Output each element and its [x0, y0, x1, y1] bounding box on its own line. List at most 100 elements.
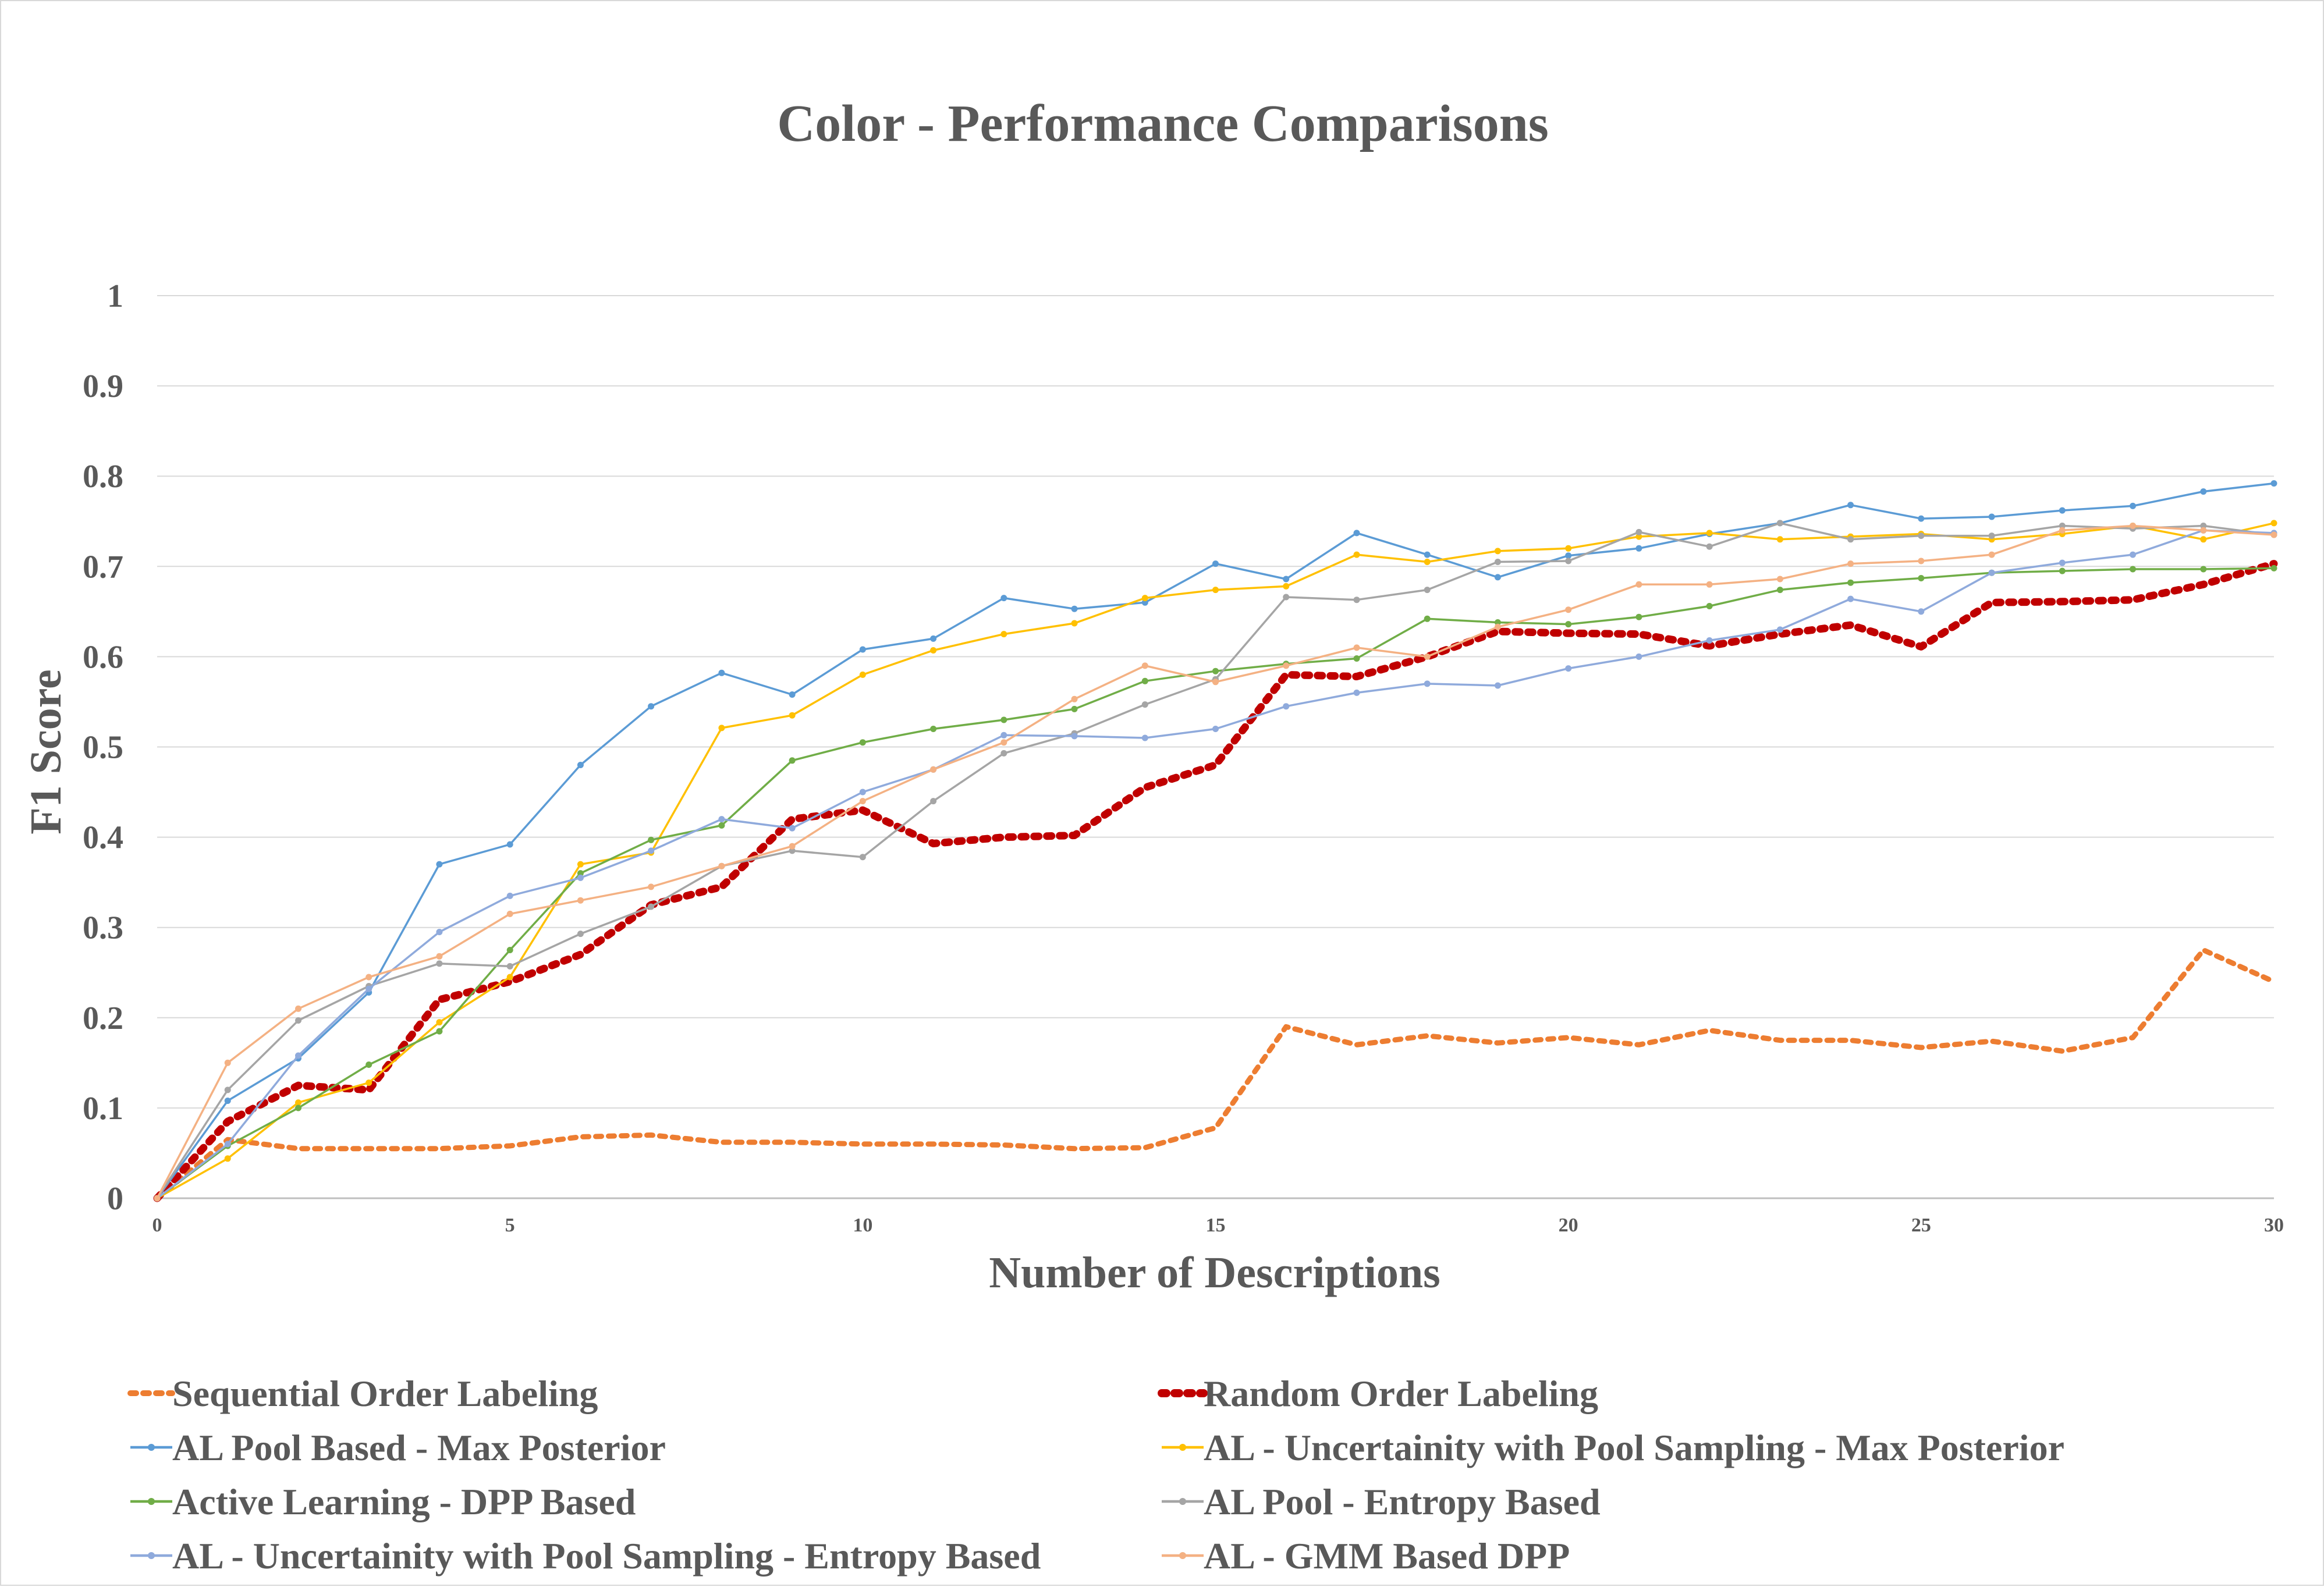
data-point	[789, 847, 796, 854]
data-point	[1071, 733, 1078, 740]
legend-label: AL - Uncertainity with Pool Sampling - M…	[1204, 1427, 2064, 1468]
data-point	[1565, 558, 1572, 564]
data-point	[1212, 668, 1219, 674]
data-point	[2270, 520, 2277, 527]
data-point	[1212, 726, 1219, 732]
legend-label: Sequential Order Labeling	[172, 1373, 598, 1414]
series-line	[156, 567, 2275, 1199]
x-tick-label: 5	[505, 1215, 515, 1236]
data-point	[1000, 631, 1007, 638]
legend-marker	[148, 1552, 155, 1559]
data-point	[859, 646, 866, 653]
y-tick-label: 1	[107, 278, 123, 314]
data-point	[1847, 536, 1854, 543]
series	[154, 947, 2277, 1201]
data-point	[1847, 595, 1854, 602]
data-point	[1494, 682, 1501, 689]
data-point	[718, 816, 725, 823]
series	[154, 523, 2277, 1202]
data-point	[436, 1028, 443, 1035]
data-point	[648, 703, 655, 710]
data-point	[1776, 587, 1783, 594]
data-point	[1424, 551, 1431, 558]
data-point	[1283, 703, 1290, 710]
x-tick-label: 10	[853, 1215, 872, 1236]
data-point	[789, 843, 796, 850]
data-point	[789, 712, 796, 719]
y-tick-label: 0.4	[83, 820, 123, 856]
x-tick-label: 25	[1911, 1215, 1931, 1236]
data-point	[859, 798, 866, 805]
data-point	[1283, 594, 1290, 601]
legend-marker	[148, 1498, 155, 1505]
data-point	[224, 1059, 231, 1066]
data-point	[930, 726, 937, 732]
data-point	[1353, 530, 1360, 537]
data-point	[1776, 536, 1783, 543]
data-point	[1424, 680, 1431, 687]
data-point	[506, 841, 513, 848]
data-point	[859, 854, 866, 861]
data-point	[577, 762, 584, 768]
data-point	[648, 903, 655, 910]
data-point	[2200, 527, 2207, 534]
data-point	[789, 757, 796, 764]
x-tick-label: 20	[1559, 1215, 1578, 1236]
data-point	[1847, 502, 1854, 509]
data-point	[1706, 637, 1713, 644]
data-point	[1988, 569, 1995, 576]
legend-label: Random Order Labeling	[1204, 1373, 1598, 1414]
data-point	[1141, 677, 1148, 684]
data-point	[1212, 560, 1219, 567]
data-point	[436, 1019, 443, 1026]
data-point	[930, 798, 937, 805]
y-tick-label: 0	[107, 1181, 123, 1217]
data-point	[718, 725, 725, 732]
data-point	[1635, 653, 1642, 660]
gridlines	[157, 295, 2274, 1109]
x-tick-label: 30	[2264, 1215, 2284, 1236]
data-point	[2200, 523, 2207, 529]
data-point	[718, 822, 725, 829]
data-point	[1706, 603, 1713, 609]
data-point	[577, 861, 584, 868]
y-axis-title: F1 Score	[22, 669, 70, 835]
series	[153, 560, 2278, 1202]
data-point	[789, 691, 796, 698]
data-point	[1424, 587, 1431, 594]
series-line	[153, 560, 2278, 1202]
data-point	[1918, 608, 1925, 615]
data-point	[1988, 513, 1995, 520]
data-point	[1000, 595, 1007, 602]
legend-marker	[1179, 1498, 1186, 1505]
series-line	[156, 529, 2275, 1199]
data-point	[2270, 480, 2277, 487]
legend-item: Sequential Order Labeling	[127, 1373, 598, 1414]
data-point	[1706, 530, 1713, 537]
data-point	[295, 1005, 301, 1012]
data-point	[2059, 523, 2066, 529]
legend-marker	[1179, 1552, 1186, 1559]
data-point	[1283, 662, 1290, 669]
data-point	[2130, 523, 2136, 529]
data-point	[859, 739, 866, 746]
data-point	[1565, 621, 1572, 628]
data-point	[1635, 581, 1642, 588]
data-point	[1141, 599, 1148, 606]
series	[154, 527, 2277, 1202]
legend-label: Active Learning - DPP Based	[172, 1481, 636, 1522]
x-axis-tick-labels: 0 5 10 15 20 25 30	[152, 1215, 2284, 1236]
y-tick-label: 0.6	[83, 639, 123, 675]
data-point	[295, 1099, 301, 1106]
data-point	[366, 1061, 372, 1068]
data-point	[1353, 689, 1360, 696]
data-point	[2200, 566, 2207, 573]
data-point	[2059, 507, 2066, 514]
legend-item: Active Learning - DPP Based	[130, 1481, 636, 1522]
data-point	[859, 671, 866, 678]
data-point	[577, 897, 584, 904]
series	[154, 564, 2277, 1202]
data-point	[366, 974, 372, 981]
